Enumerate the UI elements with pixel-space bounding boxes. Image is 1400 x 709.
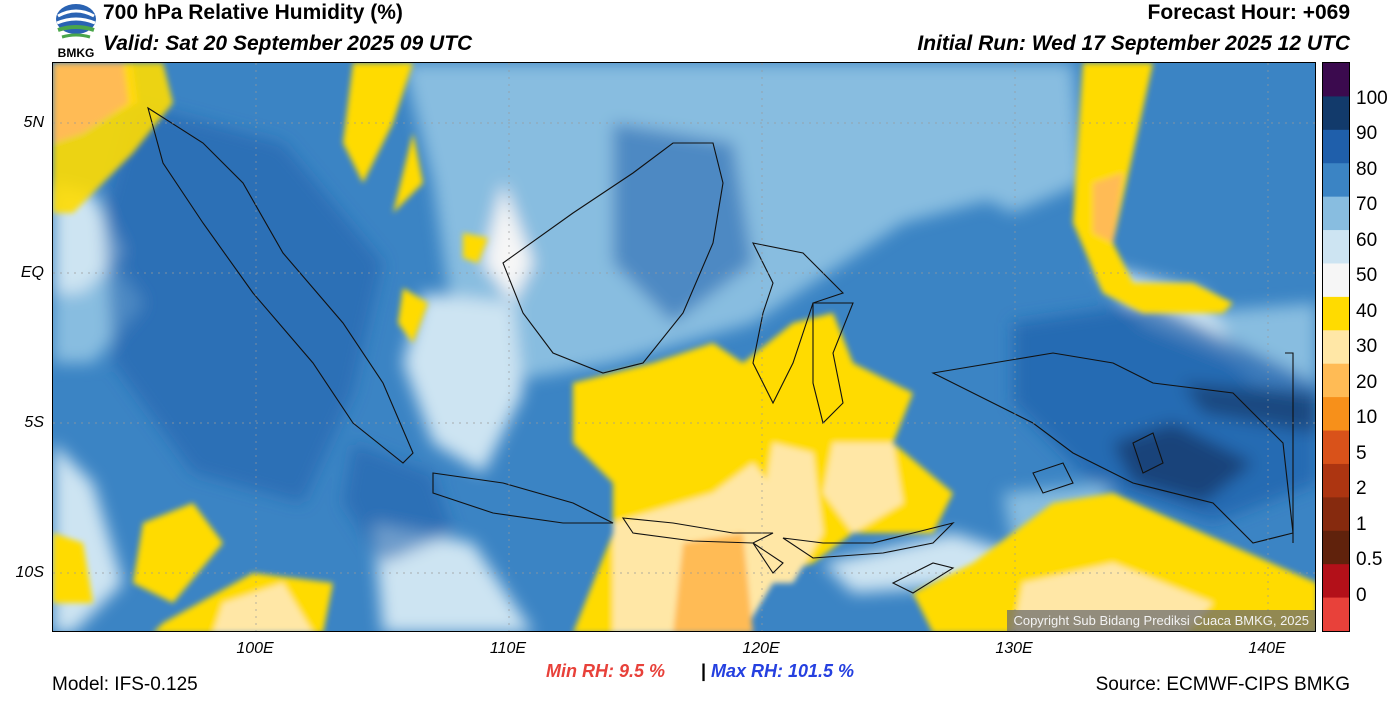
colorbar-swatch [1323, 397, 1349, 432]
logo-text: BMKG [57, 46, 95, 60]
colorbar-label: 40 [1356, 301, 1378, 322]
lat-label-10s: 10S [15, 564, 44, 581]
colorbar-swatch [1323, 196, 1349, 231]
lon-label-110e: 110E [489, 640, 527, 657]
max-rh: Max RH: 101.5 % [711, 661, 855, 681]
colorbar-label: 70 [1356, 194, 1378, 215]
colorbar-swatch [1323, 96, 1349, 131]
copyright-notice: Copyright Sub Bidang Prediksi Cuaca BMKG… [1007, 610, 1315, 631]
colorbar-swatch [1323, 430, 1349, 465]
colorbar-label: 10 [1356, 407, 1378, 428]
valid-time: Valid: Sat 20 September 2025 09 UTC [103, 32, 473, 55]
bmkg-logo: BMKG [52, 2, 100, 60]
graticule [53, 63, 1315, 631]
min-rh: Min RH: 9.5 % [546, 661, 666, 681]
colorbar-swatch [1323, 497, 1349, 532]
lat-label-5s: 5S [24, 414, 44, 431]
colorbar-swatches [1323, 63, 1349, 632]
colorbar-swatch [1323, 564, 1349, 599]
colorbar-label: 0 [1356, 585, 1367, 606]
model-name: Model: IFS-0.125 [52, 674, 198, 695]
data-source: Source: ECMWF-CIPS BMKG [1095, 674, 1350, 695]
colorbar-label: 100 [1356, 88, 1388, 109]
colorbar-label: 50 [1356, 265, 1378, 286]
colorbar-label: 1 [1356, 514, 1367, 535]
colorbar-swatch [1323, 463, 1349, 498]
lon-label-100e: 100E [236, 640, 274, 657]
colorbar-swatch [1323, 530, 1349, 565]
lat-label-eq: EQ [20, 264, 44, 281]
colorbar-swatch [1323, 330, 1349, 365]
colorbar-label: 20 [1356, 372, 1378, 393]
colorbar-label: 2 [1356, 478, 1367, 499]
coastlines [147, 106, 1294, 594]
colorbar-label: 90 [1356, 123, 1378, 144]
lon-label-140e: 140E [1248, 640, 1286, 657]
lon-label-120e: 120E [742, 640, 780, 657]
initial-run: Initial Run: Wed 17 September 2025 12 UT… [917, 32, 1350, 55]
colorbar-label: 5 [1356, 443, 1367, 464]
map-title: 700 hPa Relative Humidity (%) [103, 1, 403, 24]
humidity-field [53, 63, 1315, 631]
forecast-hour: Forecast Hour: +069 [1147, 1, 1351, 24]
colorbar-label: 60 [1356, 230, 1378, 251]
humidity-map: Copyright Sub Bidang Prediksi Cuaca BMKG… [52, 62, 1316, 632]
lat-label-5n: 5N [23, 114, 44, 131]
rh-separator: | [701, 661, 707, 681]
bmkg-emblem-icon [56, 4, 96, 39]
colorbar-label: 30 [1356, 336, 1378, 357]
colorbar-label: 0.5 [1356, 549, 1383, 570]
colorbar-label: 80 [1356, 159, 1378, 180]
colorbar-swatch [1323, 263, 1349, 298]
colorbar-swatch [1323, 163, 1349, 198]
colorbar-swatch [1323, 63, 1349, 97]
colorbar-swatch [1323, 129, 1349, 164]
lon-label-130e: 130E [995, 640, 1033, 657]
colorbar [1322, 62, 1350, 632]
colorbar-swatch [1323, 597, 1349, 632]
colorbar-swatch [1323, 230, 1349, 264]
colorbar-swatch [1323, 296, 1349, 331]
colorbar-swatch [1323, 363, 1349, 398]
